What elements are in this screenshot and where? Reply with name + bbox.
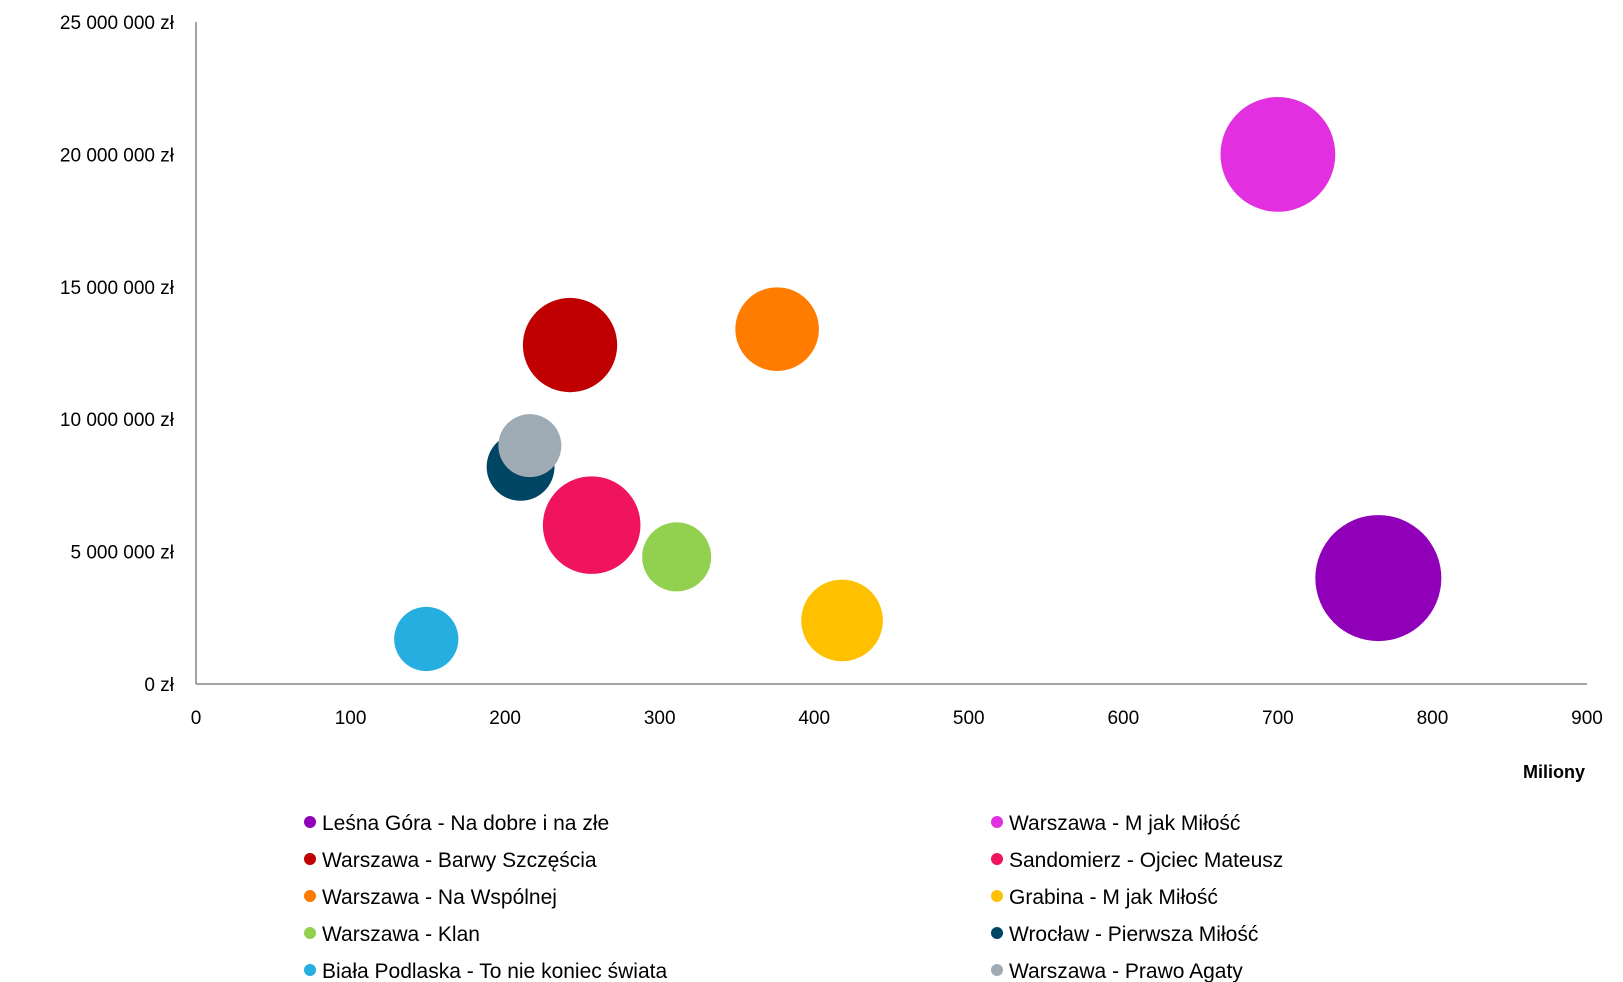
y-tick-label: 5 000 000 zł xyxy=(70,543,174,564)
x-tick-label: 300 xyxy=(644,708,676,729)
bubble-5 xyxy=(801,579,883,662)
legend-marker xyxy=(304,890,316,902)
legend-label: Warszawa - Prawo Agaty xyxy=(1009,960,1243,982)
legend-marker xyxy=(991,853,1003,865)
bubble-9 xyxy=(498,414,562,478)
x-tick-label: 200 xyxy=(489,708,521,729)
x-axis-tick-labels: 0 100 200 300 400 500 600 700 800 900 xyxy=(191,708,1603,729)
y-tick-label: 20 000 000 zł xyxy=(60,145,175,166)
legend-item: Leśna Góra - Na dobre i na złe xyxy=(304,812,609,835)
legend-item: Warszawa - Prawo Agaty xyxy=(991,960,1243,982)
legend-marker xyxy=(991,816,1003,828)
legend-marker xyxy=(991,890,1003,902)
x-tick-label: 100 xyxy=(335,708,367,729)
bubble-3 xyxy=(542,476,641,574)
y-tick-label: 25 000 000 zł xyxy=(60,13,175,34)
legend-label: Warszawa - Na Wspólnej xyxy=(322,886,557,909)
legend-item: Warszawa - M jak Miłość xyxy=(991,812,1240,835)
legend-label: Warszawa - M jak Miłość xyxy=(1009,812,1240,835)
bubble-0 xyxy=(1315,515,1442,642)
bubbles xyxy=(394,97,1442,672)
bubble-2 xyxy=(522,297,618,393)
y-tick-label: 10 000 000 zł xyxy=(60,410,175,431)
y-tick-label: 15 000 000 zł xyxy=(60,278,175,299)
legend-item: Warszawa - Klan xyxy=(304,923,480,946)
bubble-6 xyxy=(642,522,712,592)
legend-marker xyxy=(991,964,1003,976)
x-tick-label: 0 xyxy=(191,708,202,729)
legend-marker xyxy=(304,964,316,976)
y-axis-tick-labels: 0 zł 5 000 000 zł 10 000 000 zł 15 000 000 … xyxy=(60,13,175,696)
x-tick-label: 700 xyxy=(1262,708,1294,729)
legend-marker xyxy=(304,853,316,865)
legend-item: Wrocław - Pierwsza Miłość xyxy=(991,923,1258,946)
legend-label: Leśna Góra - Na dobre i na złe xyxy=(322,812,609,835)
x-tick-label: 500 xyxy=(953,708,985,729)
legend-label: Warszawa - Klan xyxy=(322,923,480,946)
x-tick-label: 900 xyxy=(1571,708,1603,729)
legend-item: Sandomierz - Ojciec Mateusz xyxy=(991,849,1283,872)
legend-label: Biała Podlaska - To nie koniec świata xyxy=(322,960,667,982)
legend-item: Warszawa - Barwy Szczęścia xyxy=(304,849,597,872)
x-tick-label: 400 xyxy=(798,708,830,729)
legend-marker xyxy=(304,927,316,939)
x-tick-label: 800 xyxy=(1417,708,1449,729)
x-tick-label: 600 xyxy=(1107,708,1139,729)
x-axis-unit-label: Miliony xyxy=(1523,762,1585,782)
bubble-4 xyxy=(735,287,819,371)
legend-marker xyxy=(991,927,1003,939)
legend-label: Grabina - M jak Miłość xyxy=(1009,886,1218,909)
y-tick-label: 0 zł xyxy=(144,675,174,696)
bubble-1 xyxy=(1220,97,1336,212)
legend-item: Warszawa - Na Wspólnej xyxy=(304,886,557,909)
legend-label: Warszawa - Barwy Szczęścia xyxy=(322,849,597,872)
legend-label: Wrocław - Pierwsza Miłość xyxy=(1009,923,1258,946)
legend-item: Grabina - M jak Miłość xyxy=(991,886,1218,909)
legend: Leśna Góra - Na dobre i na złe Warszawa -… xyxy=(304,812,1283,982)
legend-label: Sandomierz - Ojciec Mateusz xyxy=(1009,849,1283,872)
legend-marker xyxy=(304,816,316,828)
legend-item: Biała Podlaska - To nie koniec świata xyxy=(304,960,667,982)
bubble-8 xyxy=(394,606,459,672)
